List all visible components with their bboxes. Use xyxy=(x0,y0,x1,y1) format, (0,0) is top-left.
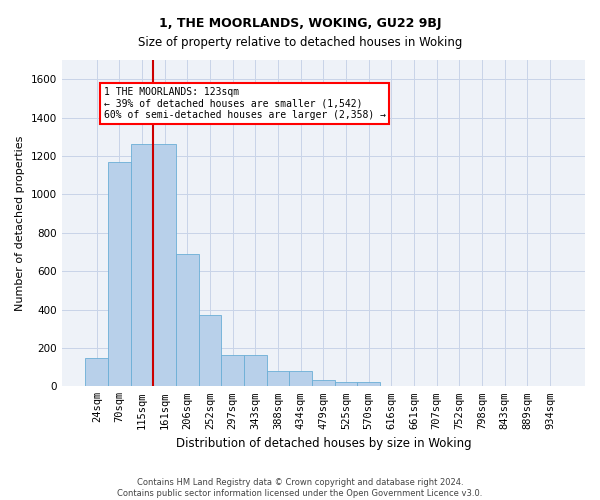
Bar xyxy=(244,354,266,386)
Text: Contains HM Land Registry data © Crown copyright and database right 2024.
Contai: Contains HM Land Registry data © Crown c… xyxy=(118,478,482,498)
Bar xyxy=(358,382,380,386)
Bar xyxy=(312,380,335,386)
Bar xyxy=(176,254,199,386)
Y-axis label: Number of detached properties: Number of detached properties xyxy=(15,136,25,311)
Text: Size of property relative to detached houses in Woking: Size of property relative to detached ho… xyxy=(138,36,462,49)
Bar xyxy=(266,371,289,386)
X-axis label: Distribution of detached houses by size in Woking: Distribution of detached houses by size … xyxy=(176,437,471,450)
Bar xyxy=(199,316,221,386)
Bar xyxy=(131,144,154,386)
Bar xyxy=(221,354,244,386)
Bar xyxy=(85,358,108,386)
Bar xyxy=(289,371,312,386)
Text: 1, THE MOORLANDS, WOKING, GU22 9BJ: 1, THE MOORLANDS, WOKING, GU22 9BJ xyxy=(159,18,441,30)
Bar xyxy=(335,382,358,386)
Text: 1 THE MOORLANDS: 123sqm
← 39% of detached houses are smaller (1,542)
60% of semi: 1 THE MOORLANDS: 123sqm ← 39% of detache… xyxy=(104,87,386,120)
Bar xyxy=(108,162,131,386)
Bar xyxy=(154,144,176,386)
